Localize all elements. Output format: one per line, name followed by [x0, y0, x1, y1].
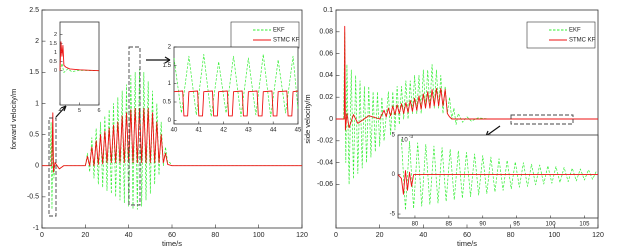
y-tick-label: 2 [168, 45, 172, 51]
zoom-box [510, 114, 574, 125]
zoom-arrow [55, 105, 67, 118]
y-axis-label: side velocity/m [303, 94, 312, 143]
inset-chart: 40 41 42 43 44 45 0 0.5 1 1.5 2 [163, 45, 302, 134]
plot-area [397, 134, 599, 219]
zoom-box [48, 117, 57, 217]
y-tick-label: 1.5 [29, 69, 39, 76]
inset-chart: 4 5 6 0 0.5 1 1.5 2 [49, 21, 101, 114]
x-tick-label: 4 [58, 108, 61, 114]
y-tick-label: 0 [54, 68, 57, 74]
y-tick-label: 0 [329, 116, 333, 123]
x-tick-label: 41 [195, 128, 202, 134]
x-tick-label: 120 [592, 232, 604, 239]
y-tick-label: 1.5 [163, 63, 172, 69]
y-tick-label: 1 [35, 100, 39, 107]
x-tick-label: 90 [479, 222, 486, 228]
y-tick-label: 0.06 [319, 50, 333, 57]
y-tick-label: 1 [168, 81, 172, 87]
x-tick-label: 100 [548, 232, 560, 239]
y-exponent-power: -3 [409, 134, 413, 139]
y-tick-label: -0.06 [317, 181, 333, 188]
x-tick-label: 42 [220, 128, 227, 134]
zoom-arrow [146, 56, 171, 64]
y-tick-label: -1 [33, 225, 39, 232]
zoom-annotations [48, 46, 574, 217]
y-tick-label: 5 [392, 133, 396, 139]
data-line [59, 63, 100, 73]
x-tick-label: 100 [546, 222, 557, 228]
x-tick-label: 20 [376, 232, 384, 239]
y-tick-label: 2 [35, 38, 39, 45]
y-tick-label: 1 [54, 50, 57, 56]
x-tick-label: 40 [419, 232, 427, 239]
x-tick-label: 80 [412, 222, 419, 228]
x-tick-label: 45 [295, 128, 302, 134]
x-tick-label: 40 [171, 128, 178, 134]
y-tick-label: -0.04 [317, 159, 333, 166]
y-axis-label: forward velocity/m [9, 89, 18, 149]
x-tick-label: 120 [296, 232, 308, 239]
y-tick-label: 0.5 [49, 59, 57, 65]
y-tick-label: 0.5 [163, 100, 172, 106]
x-tick-label: 0 [334, 232, 338, 239]
y-tick-label: 0.08 [319, 29, 333, 36]
y-tick-label: -0.5 [27, 194, 39, 201]
y-tick-label: -0.02 [317, 138, 333, 145]
zoom-box [128, 46, 141, 206]
data-line [173, 90, 299, 117]
x-tick-label: 80 [211, 232, 219, 239]
y-tick-label: 0.04 [319, 72, 333, 79]
data-line [59, 41, 100, 72]
y-exponent-base: 10 [401, 138, 408, 144]
legend-label: STMC KF [273, 38, 300, 44]
data-line [42, 107, 302, 173]
y-tick-label: 1.5 [49, 41, 57, 47]
legend-box [526, 21, 596, 49]
y-tick-label: 0.5 [29, 131, 39, 138]
x-tick-label: 105 [579, 222, 590, 228]
x-axis-label: time/s [162, 239, 182, 248]
x-tick-label: 44 [270, 128, 277, 134]
x-tick-label: 20 [81, 232, 89, 239]
y-tick-label: 2.5 [29, 7, 39, 14]
x-tick-label: 43 [245, 128, 252, 134]
y-tick-label: 0.1 [323, 7, 333, 14]
y-tick-label: 0 [168, 118, 172, 124]
y-tick-label: 0 [35, 163, 39, 170]
plot-area [59, 21, 100, 106]
legend-label: EKF [273, 28, 285, 34]
legend-label: EKF [569, 28, 581, 34]
data-line [397, 170, 598, 195]
x-tick-label: 60 [463, 232, 471, 239]
inset-chart: 80 85 90 95 100 105 -5 0 5 10-3 [390, 133, 599, 228]
x-tick-label: 85 [446, 222, 453, 228]
x-tick-label: 60 [168, 232, 176, 239]
data-line [336, 31, 598, 185]
legend-label: STMC KF [569, 38, 596, 44]
x-tick-label: 0 [40, 232, 44, 239]
y-tick-label: 2 [54, 32, 57, 38]
data-line [173, 53, 299, 118]
y-tick-label: 0 [392, 172, 396, 178]
y-tick-label: -5 [390, 212, 396, 218]
y-tick-label: 0.02 [319, 94, 333, 101]
x-tick-label: 100 [253, 232, 265, 239]
x-tick-label: 6 [97, 108, 100, 114]
x-tick-label: 40 [125, 232, 133, 239]
data-line [401, 138, 597, 211]
x-axis-label: time/s [457, 239, 477, 248]
x-tick-label: 95 [513, 222, 520, 228]
x-tick-label: 5 [78, 108, 81, 114]
data-line [336, 25, 598, 131]
x-tick-label: 80 [507, 232, 515, 239]
legend-box [230, 21, 300, 49]
